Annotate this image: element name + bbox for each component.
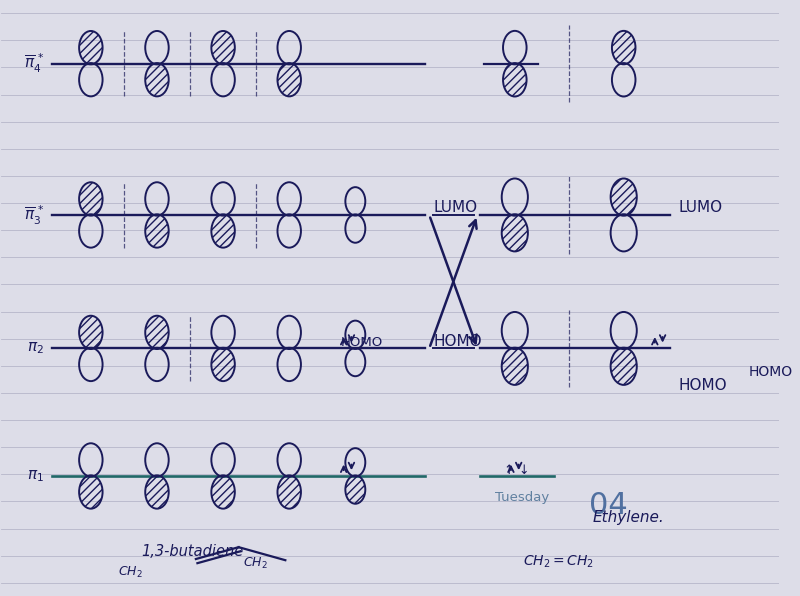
Text: $\uparrow\downarrow$: $\uparrow\downarrow$ — [501, 463, 529, 477]
Text: $CH_2$: $CH_2$ — [242, 555, 267, 571]
Text: 1,3-butadiene: 1,3-butadiene — [142, 544, 244, 559]
Text: $\pi_1$: $\pi_1$ — [27, 468, 44, 484]
Text: HOMO: HOMO — [678, 378, 726, 393]
Text: Tuesday: Tuesday — [495, 492, 550, 504]
Text: $CH_2 = CH_2$: $CH_2 = CH_2$ — [522, 554, 594, 570]
Text: $\overline{\pi}_4^{\,*}$: $\overline{\pi}_4^{\,*}$ — [24, 52, 44, 75]
Text: $CH_2$: $CH_2$ — [118, 564, 143, 580]
Text: LUMO: LUMO — [433, 200, 478, 215]
Text: LUMO: LUMO — [678, 200, 722, 215]
Text: HOMO: HOMO — [340, 336, 382, 349]
Text: HOMO: HOMO — [748, 365, 792, 379]
Text: 04: 04 — [589, 491, 627, 520]
Text: $\pi_2$: $\pi_2$ — [27, 340, 44, 356]
Text: Ethylene.: Ethylene. — [593, 510, 664, 525]
Text: $\overline{\pi}_3^{\,*}$: $\overline{\pi}_3^{\,*}$ — [24, 203, 44, 226]
Text: HOMO: HOMO — [433, 334, 482, 349]
